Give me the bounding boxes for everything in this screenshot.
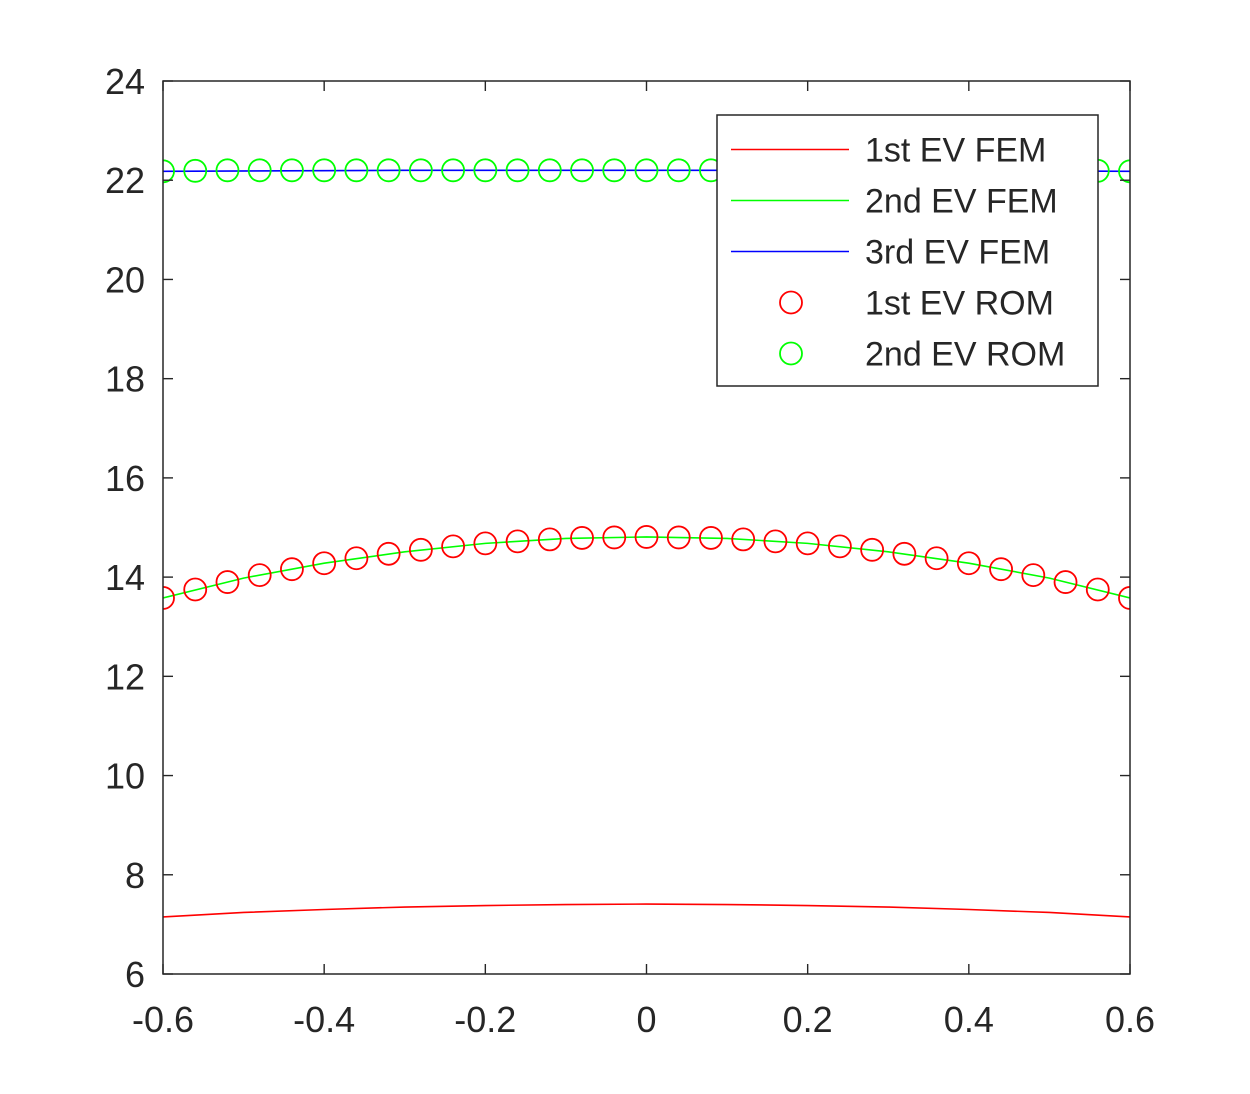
legend-label: 2nd EV ROM <box>865 336 1065 374</box>
data-point-series-4-4 <box>247 563 272 588</box>
x-tick-label: -0.2 <box>454 999 516 1040</box>
y-tick-label: 6 <box>125 954 145 995</box>
legend-item-5: 2nd EV ROM <box>779 336 1065 374</box>
ticks-layer: -0.6 -0.4 -0.2 0 0.2 0.4 0.6 6 8 10 12 14 16 18 20 22 24 <box>105 61 1155 1040</box>
data-point-series-4-8 <box>376 541 401 566</box>
y-tick-label: 22 <box>105 160 145 201</box>
series-line-1 <box>163 903 1130 918</box>
data-point-series-4-10 <box>441 534 466 559</box>
data-point-series-4-12 <box>505 529 530 554</box>
data-point-series-4-26 <box>956 551 981 576</box>
data-point-series-5-15 <box>602 158 627 183</box>
data-point-series-4-5 <box>280 557 304 582</box>
data-point-series-4-11 <box>473 531 498 556</box>
data-point-series-5-14 <box>570 158 594 183</box>
legend: 1st EV FEM 2nd EV FEM 3rd EV FEM 1st EV ROM… <box>716 114 1099 387</box>
data-point-series-5-6 <box>312 158 337 183</box>
y-tick-label: 8 <box>125 855 145 896</box>
data-point-series-4-31 <box>1118 586 1130 610</box>
legend-item-3: 3rd EV FEM <box>731 234 1050 272</box>
y-tick-label: 12 <box>105 656 145 697</box>
legend-label: 2nd EV FEM <box>865 183 1058 221</box>
data-point-series-4-1 <box>163 586 175 610</box>
data-point-series-4-25 <box>924 546 949 571</box>
data-point-series-5-8 <box>376 158 401 183</box>
data-point-series-4-21 <box>795 531 820 556</box>
data-point-series-4-29 <box>1053 570 1078 594</box>
data-point-series-5-20 <box>1118 159 1130 184</box>
series-1 <box>163 903 1130 918</box>
y-tick-label: 24 <box>105 61 145 102</box>
data-point-series-5-17 <box>666 158 691 183</box>
data-point-series-4-13 <box>537 527 562 552</box>
legend-marker-swatch <box>779 341 803 366</box>
x-tick-label: 0.4 <box>944 999 994 1040</box>
x-tick-label: 0.6 <box>1105 999 1155 1040</box>
series-layer <box>163 158 1130 918</box>
x-tick-label: 0.2 <box>783 999 833 1040</box>
data-point-series-4-24 <box>892 541 917 566</box>
data-point-series-5-13 <box>537 158 562 183</box>
series-4 <box>163 525 1130 610</box>
data-point-series-4-16 <box>634 525 659 549</box>
y-tick-label: 18 <box>105 359 145 400</box>
data-point-series-4-7 <box>344 546 369 571</box>
data-point-series-4-19 <box>731 527 756 552</box>
data-point-series-4-27 <box>989 557 1013 582</box>
legend-item-1: 1st EV FEM <box>731 132 1046 170</box>
data-point-series-5-16 <box>634 158 659 183</box>
data-point-series-5-9 <box>408 158 433 183</box>
data-point-series-5-4 <box>247 158 272 183</box>
series-2 <box>163 536 1130 599</box>
data-point-series-4-2 <box>183 577 208 602</box>
series-line-2 <box>163 536 1130 599</box>
y-tick-label: 16 <box>105 458 145 499</box>
legend-box <box>716 114 1099 387</box>
data-point-series-5-11 <box>473 158 498 183</box>
data-point-series-4-28 <box>1021 563 1046 588</box>
legend-label: 1st EV FEM <box>865 132 1046 170</box>
legend-marker-swatch <box>779 290 803 315</box>
data-point-series-4-23 <box>860 537 885 562</box>
data-point-series-4-14 <box>570 526 594 550</box>
data-point-series-4-3 <box>215 570 240 594</box>
data-point-series-4-20 <box>763 529 788 554</box>
legend-label: 3rd EV FEM <box>865 234 1050 272</box>
data-point-series-4-17 <box>666 525 691 550</box>
data-point-series-4-30 <box>1085 577 1110 602</box>
data-point-series-5-12 <box>505 158 530 183</box>
data-point-series-5-7 <box>344 158 369 183</box>
data-point-series-5-10 <box>441 158 466 183</box>
data-point-series-5-1 <box>163 159 175 184</box>
y-tick-label: 14 <box>105 557 145 598</box>
legend-label: 1st EV ROM <box>865 285 1054 323</box>
x-tick-label: 0 <box>636 999 656 1040</box>
data-point-series-5-3 <box>215 158 240 183</box>
data-point-series-4-18 <box>699 526 723 550</box>
legend-item-4: 1st EV ROM <box>779 285 1054 323</box>
series-5 <box>163 158 1130 184</box>
y-tick-label: 20 <box>105 259 145 300</box>
data-point-series-5-2 <box>183 158 208 183</box>
y-tick-label: 10 <box>105 756 145 797</box>
data-point-series-4-22 <box>828 534 852 559</box>
x-tick-label: -0.6 <box>132 999 194 1040</box>
data-point-series-4-9 <box>408 537 433 562</box>
legend-item-2: 2nd EV FEM <box>731 183 1058 221</box>
data-point-series-4-6 <box>312 551 337 576</box>
data-point-series-5-5 <box>280 158 304 183</box>
data-point-series-4-15 <box>602 525 627 550</box>
x-tick-label: -0.4 <box>293 999 355 1040</box>
